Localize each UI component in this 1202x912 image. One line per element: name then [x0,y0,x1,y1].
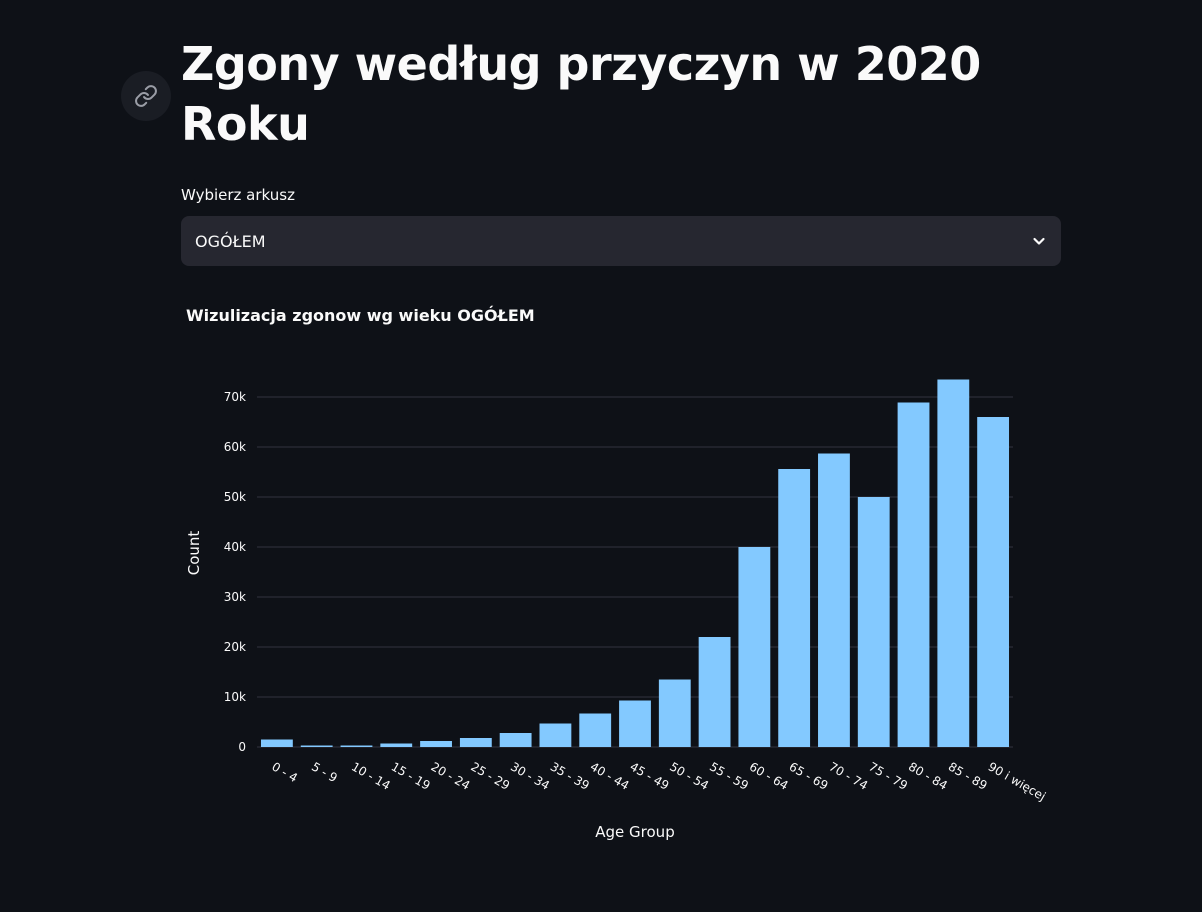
x-tick-label: 75 - 79 [866,759,910,792]
bar [380,743,413,747]
y-tick-label: 0 [238,740,246,754]
bar [738,547,771,747]
x-tick-label: 5 - 9 [309,759,340,785]
x-tick-label: 0 - 4 [269,759,300,785]
bar [340,745,373,747]
bar [937,379,970,747]
bar [977,417,1010,747]
select-label: Wybierz arkusz [181,186,295,204]
bar [778,469,811,747]
x-tick-label: 90 i więcej [986,759,1048,803]
x-tick-label: 70 - 74 [826,759,870,792]
link-icon [135,85,157,107]
header-anchor-link[interactable] [121,71,171,121]
y-axis-label: Count [185,531,203,576]
x-tick-label: 15 - 19 [389,759,433,792]
x-tick-label: 50 - 54 [667,759,711,792]
y-tick-label: 10k [224,690,246,704]
x-tick-label: 25 - 29 [468,759,512,792]
bar [698,637,731,747]
bar [857,497,890,747]
x-tick-label: 30 - 34 [508,759,552,792]
bar [658,679,691,747]
x-tick-label: 65 - 69 [787,759,831,792]
bar [459,738,492,747]
x-tick-label: 10 - 14 [349,759,393,792]
bar [579,713,612,747]
bar [539,723,572,747]
y-tick-label: 30k [224,590,246,604]
select-value: OGÓŁEM [195,231,266,251]
y-tick-label: 40k [224,540,246,554]
x-tick-label: 20 - 24 [429,759,473,792]
x-tick-label: 40 - 44 [588,759,632,792]
x-tick-label: 60 - 64 [747,759,791,792]
x-tick-label: 80 - 84 [906,759,950,792]
x-tick-label: 55 - 59 [707,759,751,792]
x-tick-label: 45 - 49 [628,759,672,792]
bar [619,700,651,747]
bar [818,453,850,747]
chevron-down-icon[interactable] [1031,233,1047,249]
bar [499,733,532,747]
y-tick-label: 50k [224,490,246,504]
chart-title: Wizulizacja zgonow wg wieku OGÓŁEM [186,306,535,325]
bar [897,402,930,747]
x-tick-label: 35 - 39 [548,759,592,792]
sheet-select[interactable]: OGÓŁEM [181,216,1061,266]
bar [300,745,333,747]
y-tick-label: 20k [224,640,246,654]
bar [420,741,452,747]
y-tick-label: 60k [224,440,246,454]
x-axis-label: Age Group [595,823,674,841]
bar [260,739,293,747]
x-tick-label: 85 - 89 [946,759,990,792]
page-title: Zgony według przyczyn w 2020 Roku [181,37,981,151]
y-tick-label: 70k [224,390,246,404]
